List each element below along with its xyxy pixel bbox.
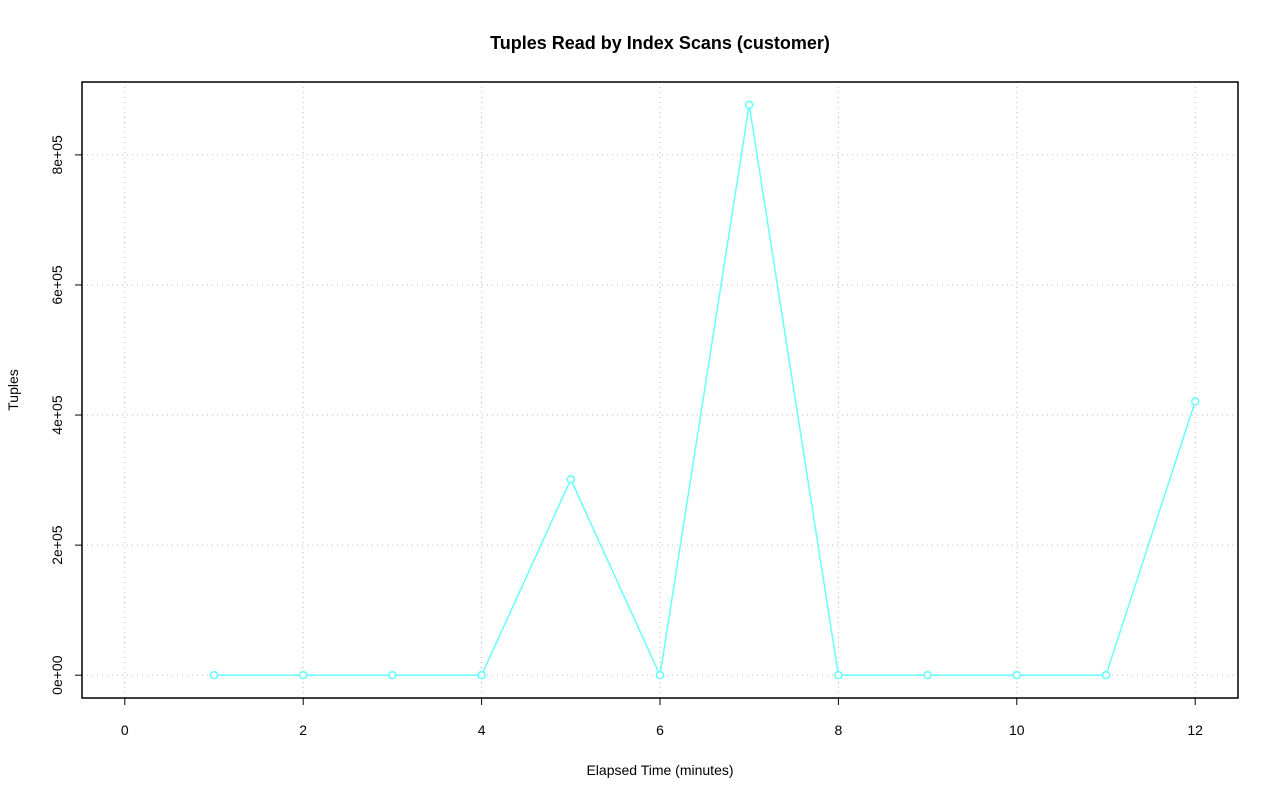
data-point xyxy=(1012,670,1022,680)
plot-area: 0 2 4 6 8 10 12 0e+00 2e+05 4e+05 6e+05 8e+05 xyxy=(49,81,1239,738)
chart-title: Tuples Read by Index Scans (customer) xyxy=(490,33,830,53)
y-tick-label: 0e+00 xyxy=(49,655,65,695)
x-axis-label: Elapsed Time (minutes) xyxy=(586,762,733,778)
data-point xyxy=(388,670,397,680)
series-line xyxy=(214,104,1196,678)
y-tick-label: 6e+05 xyxy=(49,265,65,305)
y-tick-label: 8e+05 xyxy=(49,135,65,175)
data-point xyxy=(834,670,843,680)
plot-border xyxy=(81,81,1239,699)
data-point xyxy=(298,670,308,680)
data-point xyxy=(566,475,576,484)
data-point xyxy=(477,670,486,680)
data-point xyxy=(1190,397,1200,406)
x-tick-label: 10 xyxy=(1009,722,1025,738)
x-tick-label: 6 xyxy=(656,722,664,738)
data-point xyxy=(209,670,219,680)
x-tick-label: 4 xyxy=(478,722,486,738)
y-tick-label: 2e+05 xyxy=(49,525,65,565)
y-tick-label: 4e+05 xyxy=(49,395,65,435)
data-point xyxy=(1101,670,1111,680)
data-point xyxy=(655,670,665,680)
x-tick-label: 8 xyxy=(834,722,842,738)
x-tick-label: 0 xyxy=(121,722,129,738)
data-point xyxy=(923,670,932,680)
data-point xyxy=(744,100,754,110)
x-tick-label: 2 xyxy=(299,722,307,738)
y-axis-label: Tuples xyxy=(5,369,21,411)
x-tick-label: 12 xyxy=(1187,722,1203,738)
